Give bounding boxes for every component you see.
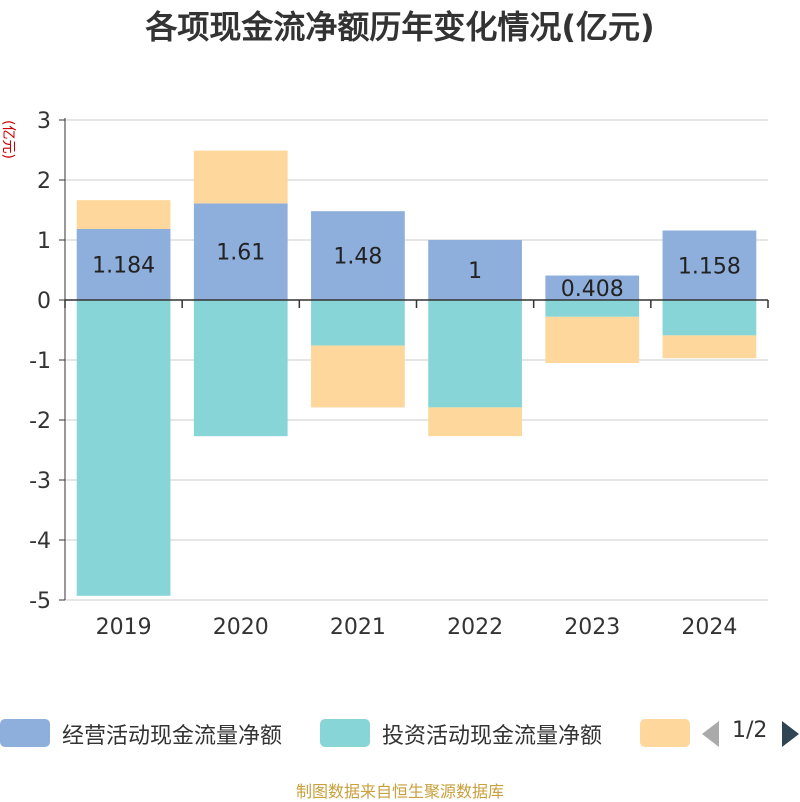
chart-title: 各项现金流净额历年变化情况(亿元): [145, 8, 655, 46]
data-label: 1.48: [333, 245, 382, 270]
data-label: 1.158: [678, 254, 741, 279]
legend-swatch-financing: [640, 719, 690, 747]
y-tick-label: 2: [37, 169, 51, 194]
y-tick-label: -1: [29, 349, 51, 374]
data-label: 1.61: [216, 241, 265, 266]
bar-operating: [193, 203, 288, 300]
y-tick-label: -5: [29, 589, 51, 614]
data-label: 0.408: [561, 277, 624, 302]
bar-investing: [193, 300, 288, 437]
bar-financing: [193, 150, 288, 204]
pager-page-indicator: 1/2: [732, 718, 768, 743]
bar-operating: [311, 211, 405, 300]
bar-financing: [545, 316, 640, 363]
y-axis-label: (亿元): [0, 120, 16, 159]
legend-swatch-operating: [0, 719, 50, 747]
x-tick-label: 2020: [213, 615, 269, 640]
data-label: 1: [468, 259, 482, 284]
bar-financing: [311, 345, 405, 408]
y-tick-label: -2: [29, 409, 51, 434]
bar-financing: [428, 407, 522, 437]
legend-pager: 1/2: [700, 716, 800, 752]
bar-financing: [76, 200, 171, 229]
y-tick-label: 0: [37, 289, 51, 314]
bar-financing: [662, 335, 757, 359]
bar-operating: [428, 240, 522, 300]
x-tick-label: 2021: [330, 615, 386, 640]
y-tick-label: 3: [37, 109, 51, 134]
bar-investing: [428, 300, 522, 408]
bar-operating: [76, 228, 171, 300]
legend-label-investing: 投资活动现金流量净额: [382, 724, 603, 749]
bar-investing: [76, 300, 171, 596]
x-tick-label: 2019: [96, 615, 152, 640]
footer-source: 制图数据来自恒生聚源数据库: [295, 782, 504, 801]
legend-swatch-investing: [320, 719, 370, 747]
pager-next-icon[interactable]: [782, 721, 799, 747]
x-tick-label: 2024: [681, 615, 737, 640]
legend: 经营活动现金流量净额 投资活动现金流量净额 1/2: [0, 716, 800, 752]
y-tick-label: -4: [29, 529, 51, 554]
y-tick-label: -3: [29, 469, 51, 494]
bar-operating: [662, 230, 757, 300]
pager-prev-icon[interactable]: [702, 721, 719, 747]
y-tick-label: 1: [37, 229, 51, 254]
x-tick-label: 2022: [447, 615, 503, 640]
data-label: 1.184: [92, 253, 155, 278]
bar-operating: [545, 275, 640, 300]
legend-label-operating: 经营活动现金流量净额: [62, 724, 283, 749]
x-tick-label: 2023: [564, 615, 620, 640]
bar-investing: [311, 300, 405, 346]
bar-investing: [545, 300, 640, 317]
bar-investing: [662, 300, 757, 336]
